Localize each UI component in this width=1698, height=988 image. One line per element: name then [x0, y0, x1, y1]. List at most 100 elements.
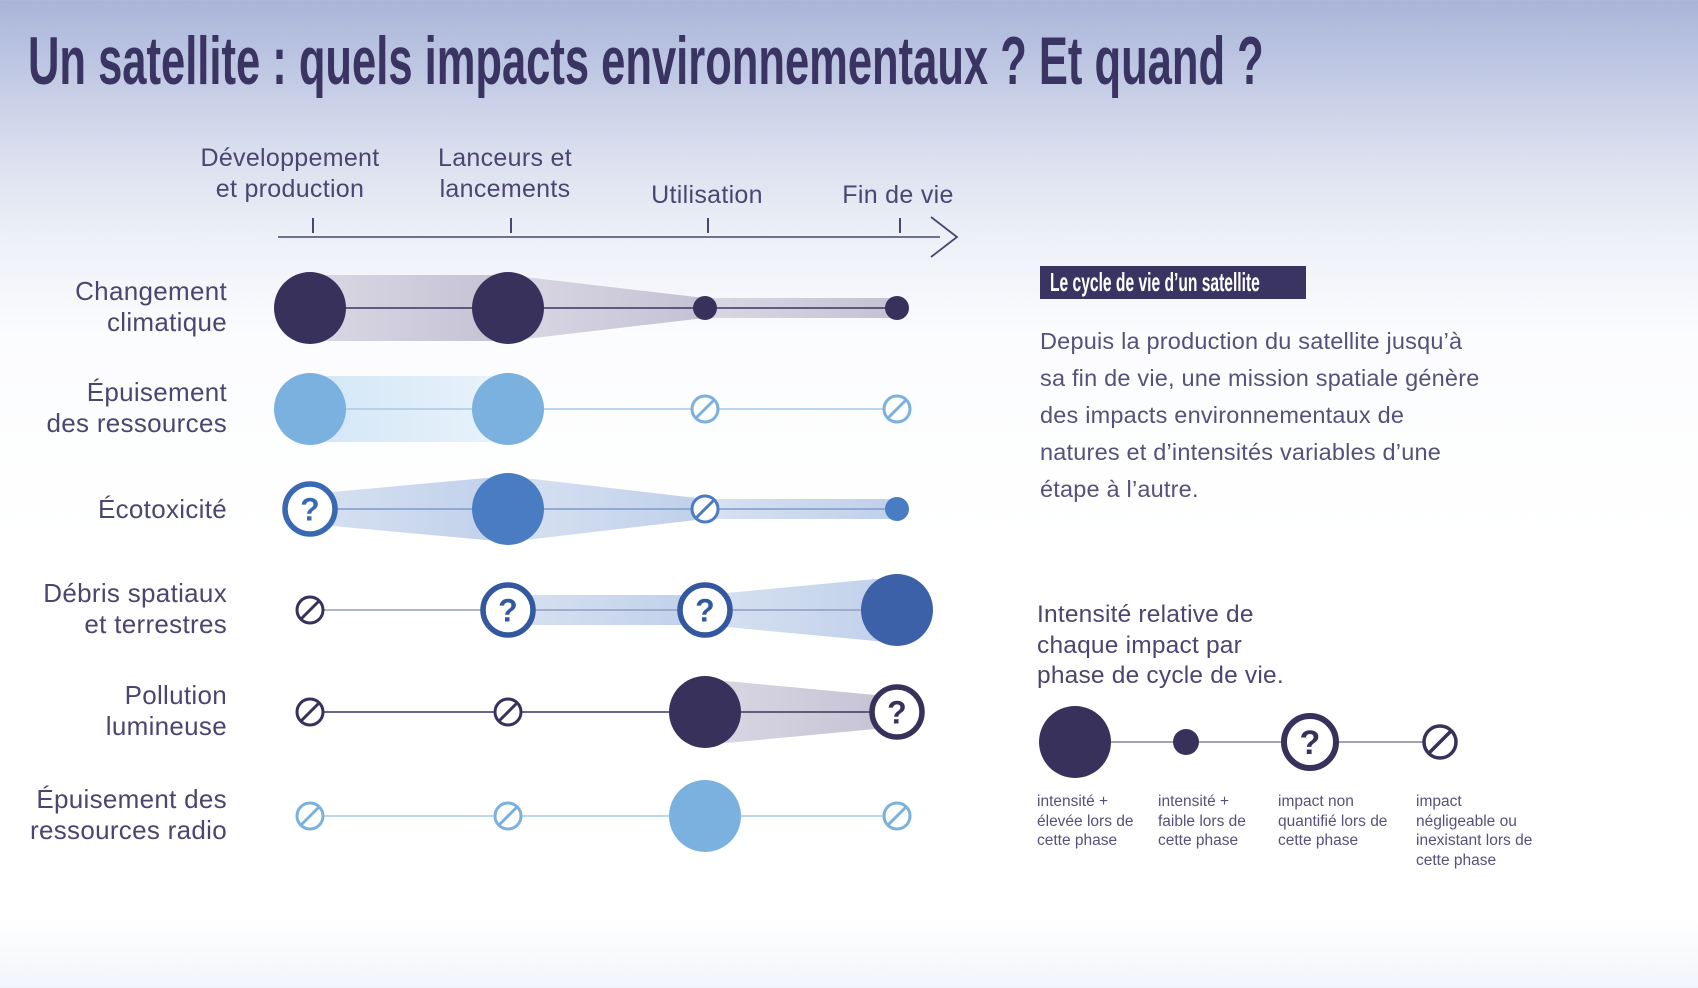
legend-title-line: chaque impact par [1037, 631, 1242, 659]
row-label: Écotoxicité [98, 494, 227, 524]
question-icon-ring [869, 684, 925, 740]
axis-arrow-icon [930, 216, 959, 258]
high-intensity-dot [1039, 706, 1111, 778]
legend-title-line: Intensité relative de [1037, 601, 1254, 628]
row-label-line: Pollution [125, 680, 227, 710]
low-intensity-dot [1173, 729, 1199, 755]
phase-label: Lanceurs et lancements [438, 144, 572, 203]
timeline-axis [278, 216, 959, 258]
legend-title-line: phase de cycle de vie. [1037, 662, 1284, 689]
high-intensity-dot [472, 272, 544, 344]
question-icon: ? [869, 684, 925, 740]
legend-item-label: impact non quantifié lors de cette phase [1278, 793, 1388, 849]
row-label-line: Épuisement des [36, 784, 227, 814]
no-impact-icon-slash [497, 701, 519, 723]
row-label-line: ressources radio [30, 815, 227, 845]
row-label-line: Écotoxicité [98, 494, 227, 524]
question-icon-ring [480, 582, 536, 638]
row-label-line: et terrestres [84, 609, 227, 639]
no-impact-icon [295, 697, 325, 727]
question-icon-ring [1281, 713, 1339, 771]
no-impact-icon-slash [299, 805, 321, 827]
legend-item-label: intensité + faible lors de cette phase [1158, 793, 1246, 849]
row-label-line: Changement [75, 276, 227, 306]
description-line: Depuis la production du satellite jusqu’… [1040, 328, 1463, 354]
legend-icons: ? [1039, 706, 1458, 778]
question-icon-glyph: ? [300, 492, 320, 528]
no-impact-icon-slash [299, 701, 321, 723]
description-line: natures et d’intensités variables d’une [1040, 439, 1442, 465]
no-impact-icon [690, 494, 720, 524]
no-impact-icon [295, 595, 325, 625]
phase-label: Développement et production [200, 144, 379, 203]
legend-item-label: impact négligeable ou inexistant lors de… [1416, 793, 1533, 869]
question-icon: ? [282, 481, 338, 537]
no-impact-icon-slash [694, 398, 716, 420]
impact-row: Écotoxicité? [98, 473, 909, 545]
no-impact-icon-slash [886, 398, 908, 420]
no-impact-icon [493, 697, 523, 727]
row-label-line: lumineuse [106, 711, 227, 741]
row-label-line: des ressources [47, 408, 228, 438]
question-icon-ring [282, 481, 338, 537]
question-icon: ? [677, 582, 733, 638]
phase-label: Utilisation [651, 181, 763, 209]
low-intensity-dot [693, 296, 717, 320]
phase-label-line: lancements [440, 175, 571, 203]
question-icon: ? [480, 582, 536, 638]
phase-label-line: Lanceurs et [438, 144, 572, 172]
high-intensity-dot [472, 473, 544, 545]
no-impact-icon-slash [1427, 729, 1453, 755]
high-intensity-dot [472, 373, 544, 445]
description-line: des impacts environnementaux de [1040, 402, 1405, 428]
high-intensity-dot [274, 272, 346, 344]
phase-label: Fin de vie [842, 181, 953, 209]
high-intensity-dot [669, 780, 741, 852]
no-impact-icon [493, 801, 523, 831]
lifecycle-diagram: Développement et production Lanceurs et lan… [30, 144, 959, 852]
phase-label-line: et production [216, 175, 364, 203]
no-impact-icon [295, 801, 325, 831]
phase-label-line: Utilisation [651, 181, 763, 209]
phase-label-line: Fin de vie [842, 181, 953, 209]
question-icon-glyph: ? [498, 593, 518, 629]
page-title: Un satellite : quels impacts environneme… [28, 22, 1698, 100]
question-icon: ? [1281, 713, 1339, 771]
description-line: sa fin de vie, une mission spatiale génè… [1040, 365, 1480, 391]
section-badge-text: Le cycle de vie d’un satellite [1050, 267, 1260, 297]
description-line: étape à l’autre. [1040, 476, 1199, 502]
description-text: Depuis la production du satellite jusqu’… [1040, 323, 1530, 508]
question-icon-ring [677, 582, 733, 638]
low-intensity-dot [885, 497, 909, 521]
no-impact-icon-slash [497, 805, 519, 827]
row-label-line: Épuisement [87, 377, 228, 407]
question-icon-glyph: ? [887, 695, 907, 731]
no-impact-icon [882, 394, 912, 424]
phase-label-line: Développement [200, 144, 379, 172]
question-icon-glyph: ? [695, 593, 715, 629]
page-title-text: Un satellite : quels impacts environneme… [28, 23, 1264, 99]
no-impact-icon [882, 801, 912, 831]
legend-title: Intensité relative de chaque impact par ph… [1037, 600, 1697, 692]
row-label-line: climatique [107, 307, 227, 337]
legend: Intensité relative de chaque impact par ph… [1037, 600, 1697, 988]
question-icon-glyph: ? [1299, 724, 1320, 762]
legend-item-label: intensité + élevée lors de cette phase [1037, 793, 1134, 849]
high-intensity-dot [861, 574, 933, 646]
low-intensity-dot [885, 296, 909, 320]
section-badge: Le cycle de vie d’un satellite [1040, 266, 1306, 299]
no-impact-icon-slash [694, 498, 716, 520]
no-impact-icon [1422, 724, 1458, 760]
high-intensity-dot [669, 676, 741, 748]
